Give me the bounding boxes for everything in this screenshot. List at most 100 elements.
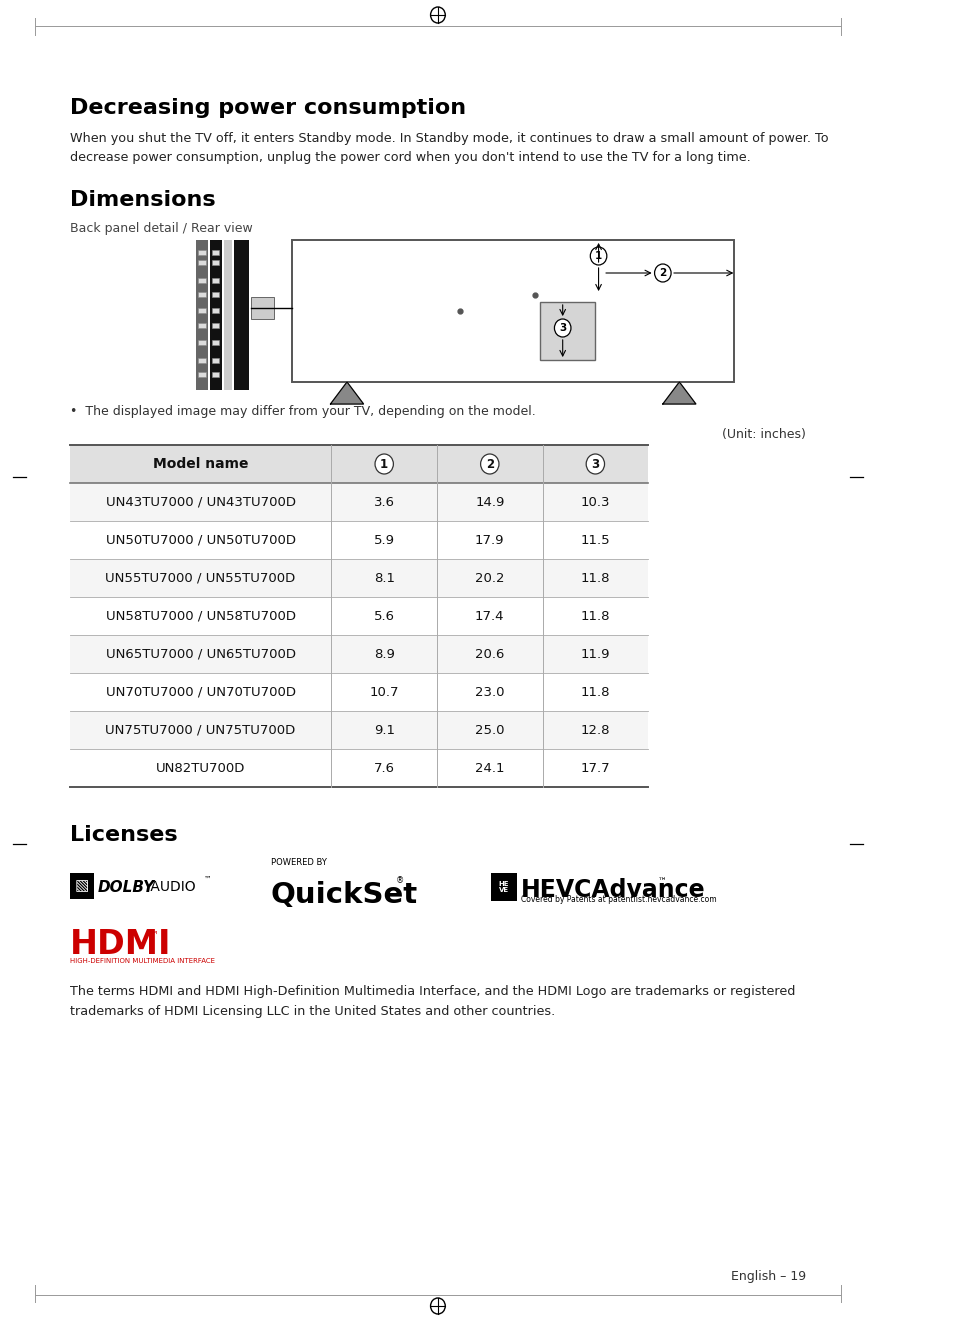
Bar bbox=[70, 635, 647, 672]
Bar bbox=[198, 308, 206, 313]
Text: POWERED BY: POWERED BY bbox=[271, 859, 326, 867]
Text: 11.9: 11.9 bbox=[580, 647, 610, 660]
Bar bbox=[70, 597, 647, 635]
Circle shape bbox=[554, 318, 570, 337]
Text: ®: ® bbox=[395, 877, 403, 885]
Text: UN43TU7000 / UN43TU700D: UN43TU7000 / UN43TU700D bbox=[106, 495, 295, 509]
Text: The terms HDMI and HDMI High-Definition Multimedia Interface, and the HDMI Logo : The terms HDMI and HDMI High-Definition … bbox=[70, 985, 794, 1017]
Text: ™: ™ bbox=[147, 931, 158, 941]
Bar bbox=[212, 260, 219, 266]
Text: 1: 1 bbox=[595, 251, 601, 262]
Text: 11.8: 11.8 bbox=[580, 609, 610, 622]
Text: 20.2: 20.2 bbox=[475, 572, 504, 584]
Text: ▧: ▧ bbox=[74, 878, 89, 893]
Bar bbox=[198, 324, 206, 328]
Bar bbox=[70, 445, 647, 483]
Text: 11.8: 11.8 bbox=[580, 572, 610, 584]
Text: QuickSet: QuickSet bbox=[271, 881, 417, 909]
Bar bbox=[198, 250, 206, 255]
Bar bbox=[70, 749, 647, 787]
Text: 17.9: 17.9 bbox=[475, 534, 504, 547]
Text: ™: ™ bbox=[204, 875, 212, 884]
Text: HIGH-DEFINITION MULTIMEDIA INTERFACE: HIGH-DEFINITION MULTIMEDIA INTERFACE bbox=[70, 958, 214, 964]
Text: 1: 1 bbox=[379, 457, 388, 470]
Bar bbox=[212, 358, 219, 363]
Text: Model name: Model name bbox=[152, 457, 248, 472]
Text: 3: 3 bbox=[558, 324, 566, 333]
Text: UN65TU7000 / UN65TU700D: UN65TU7000 / UN65TU700D bbox=[106, 647, 295, 660]
Bar bbox=[70, 711, 647, 749]
Text: 3.6: 3.6 bbox=[374, 495, 395, 509]
Text: Decreasing power consumption: Decreasing power consumption bbox=[70, 98, 465, 118]
Text: 2: 2 bbox=[485, 457, 494, 470]
Text: English – 19: English – 19 bbox=[730, 1269, 805, 1283]
Text: UN82TU700D: UN82TU700D bbox=[155, 761, 245, 774]
Bar bbox=[198, 260, 206, 266]
Text: 5.9: 5.9 bbox=[374, 534, 395, 547]
Text: 24.1: 24.1 bbox=[475, 761, 504, 774]
Circle shape bbox=[590, 247, 606, 266]
Text: Licenses: Licenses bbox=[70, 826, 177, 845]
Bar bbox=[210, 240, 222, 390]
Bar bbox=[198, 292, 206, 297]
Text: 17.7: 17.7 bbox=[580, 761, 610, 774]
Bar bbox=[70, 520, 647, 559]
Text: 5.6: 5.6 bbox=[374, 609, 395, 622]
Bar bbox=[212, 277, 219, 283]
Text: 11.8: 11.8 bbox=[580, 686, 610, 699]
Bar bbox=[196, 240, 208, 390]
Text: 8.9: 8.9 bbox=[374, 647, 395, 660]
Bar bbox=[292, 240, 734, 382]
Text: UN50TU7000 / UN50TU700D: UN50TU7000 / UN50TU700D bbox=[106, 534, 295, 547]
Bar bbox=[198, 358, 206, 363]
Bar bbox=[539, 303, 595, 361]
Bar bbox=[212, 308, 219, 313]
Text: HEVCAdvance: HEVCAdvance bbox=[520, 878, 704, 902]
Text: HE
VE: HE VE bbox=[498, 881, 509, 893]
Bar bbox=[198, 277, 206, 283]
Bar bbox=[212, 292, 219, 297]
Bar bbox=[70, 559, 647, 597]
Bar bbox=[70, 483, 647, 520]
Polygon shape bbox=[330, 382, 363, 404]
Bar bbox=[70, 672, 647, 711]
Text: 23.0: 23.0 bbox=[475, 686, 504, 699]
Bar bbox=[251, 297, 274, 318]
Polygon shape bbox=[662, 382, 695, 404]
Circle shape bbox=[480, 454, 498, 474]
Text: 17.4: 17.4 bbox=[475, 609, 504, 622]
Text: 10.7: 10.7 bbox=[369, 686, 398, 699]
Text: 2: 2 bbox=[659, 268, 666, 277]
Text: AUDIO: AUDIO bbox=[146, 880, 195, 894]
Text: 8.1: 8.1 bbox=[374, 572, 395, 584]
Text: DOLBY: DOLBY bbox=[97, 880, 154, 894]
Text: HDMI: HDMI bbox=[70, 929, 172, 962]
Text: UN55TU7000 / UN55TU700D: UN55TU7000 / UN55TU700D bbox=[106, 572, 295, 584]
Text: UN58TU7000 / UN58TU700D: UN58TU7000 / UN58TU700D bbox=[106, 609, 295, 622]
Bar bbox=[212, 339, 219, 345]
Text: Dimensions: Dimensions bbox=[70, 190, 215, 210]
Circle shape bbox=[375, 454, 393, 474]
Text: 12.8: 12.8 bbox=[580, 724, 610, 737]
Circle shape bbox=[654, 264, 670, 281]
Text: Covered by Patents at patentlist.hevcadvance.com: Covered by Patents at patentlist.hevcadv… bbox=[520, 896, 716, 905]
Text: ™: ™ bbox=[657, 877, 665, 885]
Text: 3: 3 bbox=[591, 457, 598, 470]
Text: Back panel detail / Rear view: Back panel detail / Rear view bbox=[70, 222, 253, 235]
Bar bbox=[212, 324, 219, 328]
Bar bbox=[198, 373, 206, 376]
Text: 14.9: 14.9 bbox=[475, 495, 504, 509]
Bar bbox=[212, 250, 219, 255]
Text: 11.5: 11.5 bbox=[580, 534, 610, 547]
Bar bbox=[224, 240, 232, 390]
Bar bbox=[233, 240, 249, 390]
Bar bbox=[198, 339, 206, 345]
Circle shape bbox=[585, 454, 604, 474]
Text: 9.1: 9.1 bbox=[374, 724, 395, 737]
Text: 25.0: 25.0 bbox=[475, 724, 504, 737]
Text: UN70TU7000 / UN70TU700D: UN70TU7000 / UN70TU700D bbox=[106, 686, 295, 699]
Bar bbox=[70, 873, 93, 900]
Bar bbox=[212, 373, 219, 376]
Text: 10.3: 10.3 bbox=[580, 495, 610, 509]
Text: (Unit: inches): (Unit: inches) bbox=[721, 428, 805, 441]
